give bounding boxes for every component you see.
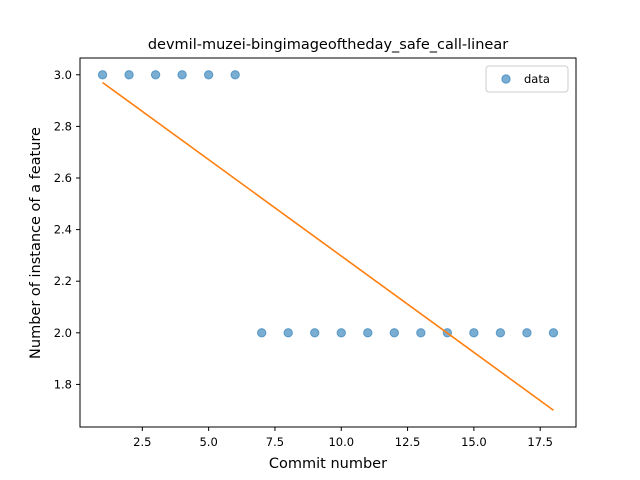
legend-box [485,65,569,93]
data-point [389,328,400,338]
data-point [230,70,240,80]
axes-frame [79,57,577,428]
plot-area [97,70,559,411]
x-tick-label: 10.0 [328,435,354,449]
data-point [495,328,506,338]
y-tick-label: 2.6 [54,171,72,185]
data-point [150,70,161,80]
data-point [124,70,134,80]
y-tick-label: 1.8 [54,377,72,391]
y-tick-label: 3.0 [54,68,72,82]
legend-marker [501,74,511,84]
data-point [310,328,320,338]
y-tick-label: 2.8 [54,119,72,133]
data-point [522,328,532,338]
x-tick-label: 15.0 [461,435,487,449]
regression-line [102,81,554,411]
x-tick-label: 17.5 [527,435,553,449]
x-tick-label: 7.5 [266,435,284,449]
data-point [177,70,187,80]
legend-label: data [524,72,550,86]
axes: 2.5 5.0 7.5 10.0 12.5 15.0 17.5 1.8 2.0 2.2 2.4 2.6… [54,57,577,449]
x-tick-label: 2.5 [133,435,151,449]
data-point [336,328,346,338]
data-point [256,328,267,338]
data-point [469,328,479,338]
x-tick-label: 5.0 [199,435,217,449]
x-tick-label: 12.5 [395,435,421,449]
data-point [283,328,293,338]
legend: data [485,65,569,93]
y-tick-label: 2.2 [54,274,72,288]
y-axis-label: Number of instance of a feature [28,127,44,359]
data-point [363,328,373,338]
data-point [203,70,214,80]
data-point [97,70,108,80]
chart-title: devmil-muzei-bingimageoftheday_safe_call… [148,37,508,53]
data-point [548,328,559,338]
y-tick-label: 2.0 [54,326,72,340]
x-axis-label: Commit number [269,456,387,472]
data-point [416,328,426,338]
y-tick-label: 2.4 [54,223,72,237]
